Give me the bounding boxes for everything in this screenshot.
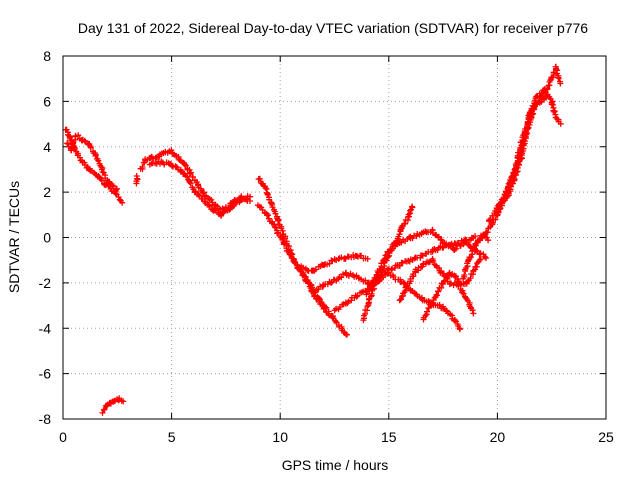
series-isolated — [133, 173, 141, 187]
chart-title: Day 131 of 2022, Sidereal Day-to-day VTE… — [78, 20, 588, 36]
series-markers — [146, 158, 254, 219]
y-tick-label: -2 — [39, 275, 52, 291]
series-markers — [62, 126, 126, 206]
x-tick-label: 0 — [59, 429, 67, 445]
series-late-peak — [543, 63, 564, 93]
data-series — [62, 63, 564, 416]
x-tick-labels: 0 5 10 15 20 25 — [59, 429, 614, 445]
series-markers — [255, 175, 350, 338]
series-markers — [64, 132, 120, 193]
x-tick-label: 10 — [272, 429, 288, 445]
y-tick-labels: -8 -6 -4 -2 0 2 4 6 8 — [39, 48, 52, 427]
series-early-1 — [62, 126, 126, 206]
y-tick-label: -4 — [39, 320, 52, 336]
x-tick-label: 5 — [168, 429, 176, 445]
series-markers — [486, 92, 551, 225]
series-markers — [99, 395, 127, 416]
x-tick-label: 20 — [490, 429, 506, 445]
series-mid-7 — [420, 269, 477, 323]
series-dip-2 — [254, 202, 332, 315]
series-outlier — [99, 395, 127, 416]
series-markers — [396, 256, 484, 304]
series-mid-5 — [363, 226, 489, 298]
tick-marks — [62, 55, 607, 420]
series-mid-2 — [310, 269, 463, 333]
series-markers — [499, 90, 549, 207]
series-rise-3 — [499, 90, 549, 207]
x-tick-label: 25 — [598, 429, 614, 445]
series-mid-1 — [298, 252, 371, 274]
y-tick-label: 8 — [43, 48, 51, 64]
grid — [63, 56, 606, 419]
series-morning-2 — [146, 158, 254, 219]
series-markers — [543, 63, 564, 93]
y-tick-label: 0 — [43, 230, 51, 246]
series-markers — [298, 252, 371, 274]
series-markers — [420, 269, 477, 323]
series-rise-2 — [486, 92, 551, 225]
y-tick-label: -6 — [39, 366, 52, 382]
series-mid-6 — [396, 256, 484, 304]
y-tick-label: -8 — [39, 411, 52, 427]
series-early-2 — [64, 132, 120, 193]
series-markers — [363, 226, 489, 298]
series-markers — [254, 202, 332, 315]
x-axis-label: GPS time / hours — [282, 457, 389, 473]
y-axis-label: SDTVAR / TECUs — [6, 181, 22, 293]
x-tick-label: 15 — [381, 429, 397, 445]
y-tick-label: 4 — [43, 139, 51, 155]
plot-border — [62, 55, 607, 420]
y-tick-label: 6 — [43, 93, 51, 109]
series-dip-1 — [255, 175, 350, 338]
y-tick-label: 2 — [43, 184, 51, 200]
series-markers — [310, 269, 463, 333]
series-markers — [133, 173, 141, 187]
